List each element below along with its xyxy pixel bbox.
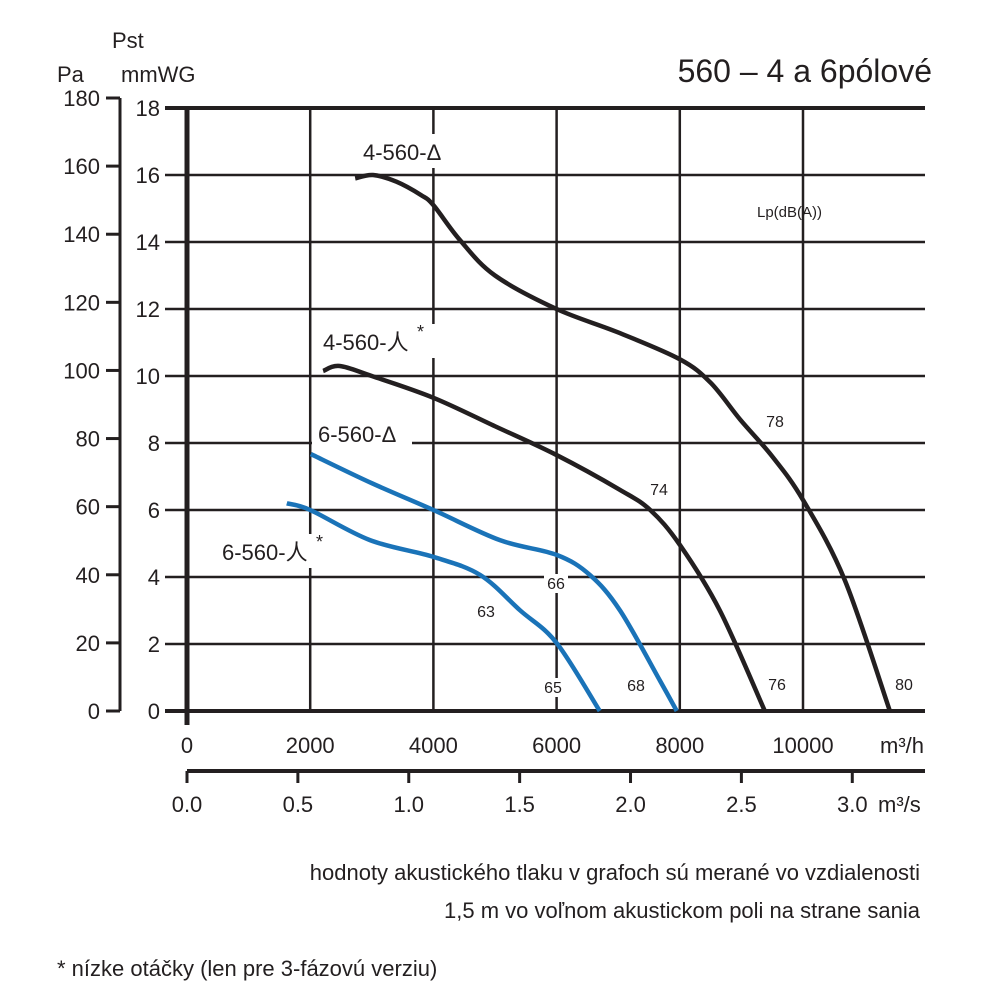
db-label-bg [474, 602, 498, 621]
db-label: 68 [627, 678, 645, 695]
x2-tick-label-m3s: 1.0 [393, 792, 424, 817]
db-label: 63 [477, 604, 495, 621]
y-tick-label-pa: 140 [63, 222, 100, 247]
series-label-asterisk: * [417, 322, 424, 342]
chart-title: 560 – 4 a 6pólové [678, 53, 932, 89]
series-label-bg [312, 416, 412, 450]
db-label-bg [624, 676, 648, 695]
x2-tick-label-m3s: 3.0 [837, 792, 868, 817]
series-label-bg [357, 134, 457, 168]
x2-tick-label-m3s: 0.5 [283, 792, 314, 817]
x2-tick-label-m3s: 1.5 [504, 792, 535, 817]
x-tick-label-m3h: 6000 [532, 733, 581, 758]
series-label-asterisk: * [316, 532, 323, 552]
x-tick-label-m3h: 4000 [409, 733, 458, 758]
y-axis-label-mmwg: mmWG [121, 62, 196, 87]
y-tick-label-mmwg: 14 [136, 230, 160, 255]
x-tick-label-m3h: 10000 [772, 733, 833, 758]
y-axis-label-pa: Pa [57, 62, 85, 87]
db-label: 78 [766, 414, 784, 431]
x2-tick-label-m3s: 2.0 [615, 792, 646, 817]
series-line-2 [322, 363, 767, 712]
series-line-1 [354, 172, 892, 712]
y-tick-label-mmwg: 4 [148, 565, 160, 590]
lp-label: Lp(dB(A)) [757, 204, 822, 221]
y-tick-label-mmwg: 12 [136, 297, 160, 322]
y-tick-label-mmwg: 6 [148, 498, 160, 523]
note-low-speed: * nízke otáčky (len pre 3-fázovú verziu) [57, 956, 438, 981]
db-label: 76 [768, 677, 786, 694]
y-tick-label-pa: 20 [76, 631, 100, 656]
y-tick-label-mmwg: 10 [136, 364, 160, 389]
x-tick-label-m3h: 2000 [286, 733, 335, 758]
db-label-bg [544, 574, 568, 593]
series-label: 4-560-Δ [363, 140, 442, 165]
series-line-4 [286, 501, 602, 713]
y-tick-label-mmwg: 0 [148, 699, 160, 724]
y-axis-label-pst: Pst [112, 28, 144, 53]
db-label-bg [647, 480, 671, 499]
db-label: 74 [650, 482, 668, 499]
y-tick-label-pa: 80 [76, 427, 100, 452]
db-label-bg [892, 675, 916, 694]
x-tick-label-m3h: 8000 [655, 733, 704, 758]
series-label: 6-560-Δ [318, 422, 397, 447]
y-tick-label-pa: 60 [76, 495, 100, 520]
y-tick-label-pa: 100 [63, 358, 100, 383]
note-acoustic-line2: 1,5 m vo voľnom akustickom poli na stran… [444, 898, 920, 923]
db-label-bg [541, 678, 565, 697]
db-label: 65 [544, 680, 562, 697]
y-tick-label-pa: 120 [63, 290, 100, 315]
x-axis-label-m3h: m³/h [880, 733, 924, 758]
series-label-bg [216, 534, 336, 568]
db-label: 66 [547, 576, 565, 593]
y-tick-label-mmwg: 18 [136, 96, 160, 121]
x-tick-label-m3h: 0 [181, 733, 193, 758]
db-label-bg [763, 412, 787, 431]
y-tick-label-pa: 40 [76, 563, 100, 588]
series-label: 6-560-人 [222, 540, 308, 565]
series-label-bg [317, 324, 437, 358]
db-label-bg [765, 675, 789, 694]
note-acoustic-line1: hodnoty akustického tlaku v grafoch sú m… [309, 860, 920, 885]
y-tick-label-mmwg: 2 [148, 632, 160, 657]
series-line-3 [309, 452, 679, 713]
y-tick-label-pa: 160 [63, 154, 100, 179]
series-label: 4-560-人 [323, 330, 409, 355]
y-tick-label-mmwg: 8 [148, 431, 160, 456]
y-tick-label-pa: 0 [88, 699, 100, 724]
y-tick-label-mmwg: 16 [136, 163, 160, 188]
x2-axis-label-m3s: m³/s [878, 792, 921, 817]
y-tick-label-pa: 180 [63, 86, 100, 111]
x2-tick-label-m3s: 0.0 [172, 792, 203, 817]
x2-tick-label-m3s: 2.5 [726, 792, 757, 817]
db-label: 80 [895, 677, 913, 694]
